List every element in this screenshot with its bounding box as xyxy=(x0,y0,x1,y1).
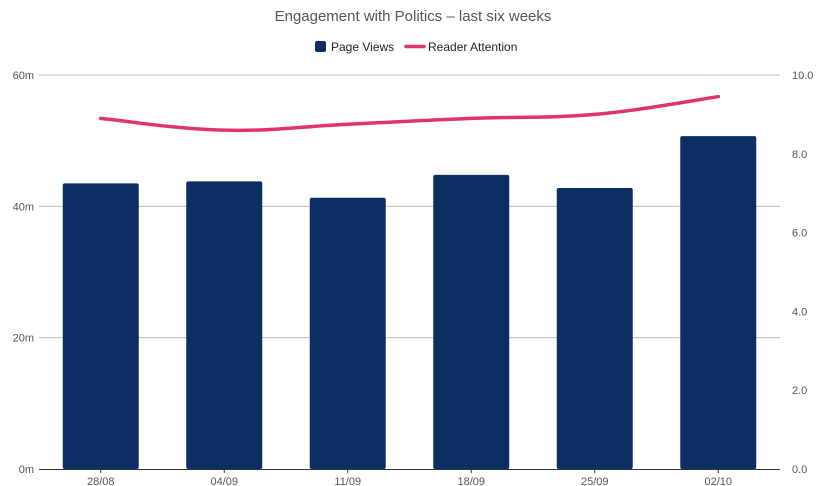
y-left-tick-label: 60m xyxy=(13,70,34,82)
legend: Page Views Reader Attention xyxy=(315,40,517,54)
x-tick-label: 02/10 xyxy=(704,476,732,486)
axes: 0m 20m 40m 60m 0.0 2.0 4.0 6.0 8.0 10.0 28/08 04/09… xyxy=(13,70,814,486)
bar xyxy=(433,174,510,469)
legend-item-page-views: Page Views xyxy=(315,40,394,54)
legend-label-page-views: Page Views xyxy=(331,40,394,54)
y-right-tick-label: 0.0 xyxy=(792,464,807,476)
x-tick-label: 25/09 xyxy=(581,476,609,486)
reader-attention-line xyxy=(99,94,720,133)
bar xyxy=(309,197,386,469)
legend-label-reader-attention: Reader Attention xyxy=(428,40,517,54)
y-left-tick-label: 20m xyxy=(13,333,34,345)
x-tick-label: 18/09 xyxy=(457,476,485,486)
gridlines xyxy=(39,74,780,339)
bar xyxy=(680,136,757,469)
x-tick-label: 04/09 xyxy=(210,476,238,486)
bar xyxy=(556,187,633,470)
line-series xyxy=(99,94,720,133)
y-left-tick-label: 0m xyxy=(19,464,34,476)
y-right-tick-label: 2.0 xyxy=(792,385,807,397)
legend-item-reader-attention: Reader Attention xyxy=(404,40,517,54)
x-tick-label: 11/09 xyxy=(334,476,361,486)
chart-title: Engagement with Politics – last six week… xyxy=(275,8,552,25)
legend-swatch-page-views xyxy=(315,41,326,52)
x-tick-label: 28/08 xyxy=(87,476,115,486)
y-right-tick-label: 6.0 xyxy=(792,228,807,240)
bar xyxy=(62,183,139,469)
y-right-tick-label: 8.0 xyxy=(792,149,807,161)
y-right-tick-label: 10.0 xyxy=(792,70,813,82)
y-left-tick-label: 40m xyxy=(13,201,34,213)
y-right-tick-label: 4.0 xyxy=(792,306,807,318)
bars xyxy=(62,136,757,470)
bar xyxy=(186,181,263,469)
